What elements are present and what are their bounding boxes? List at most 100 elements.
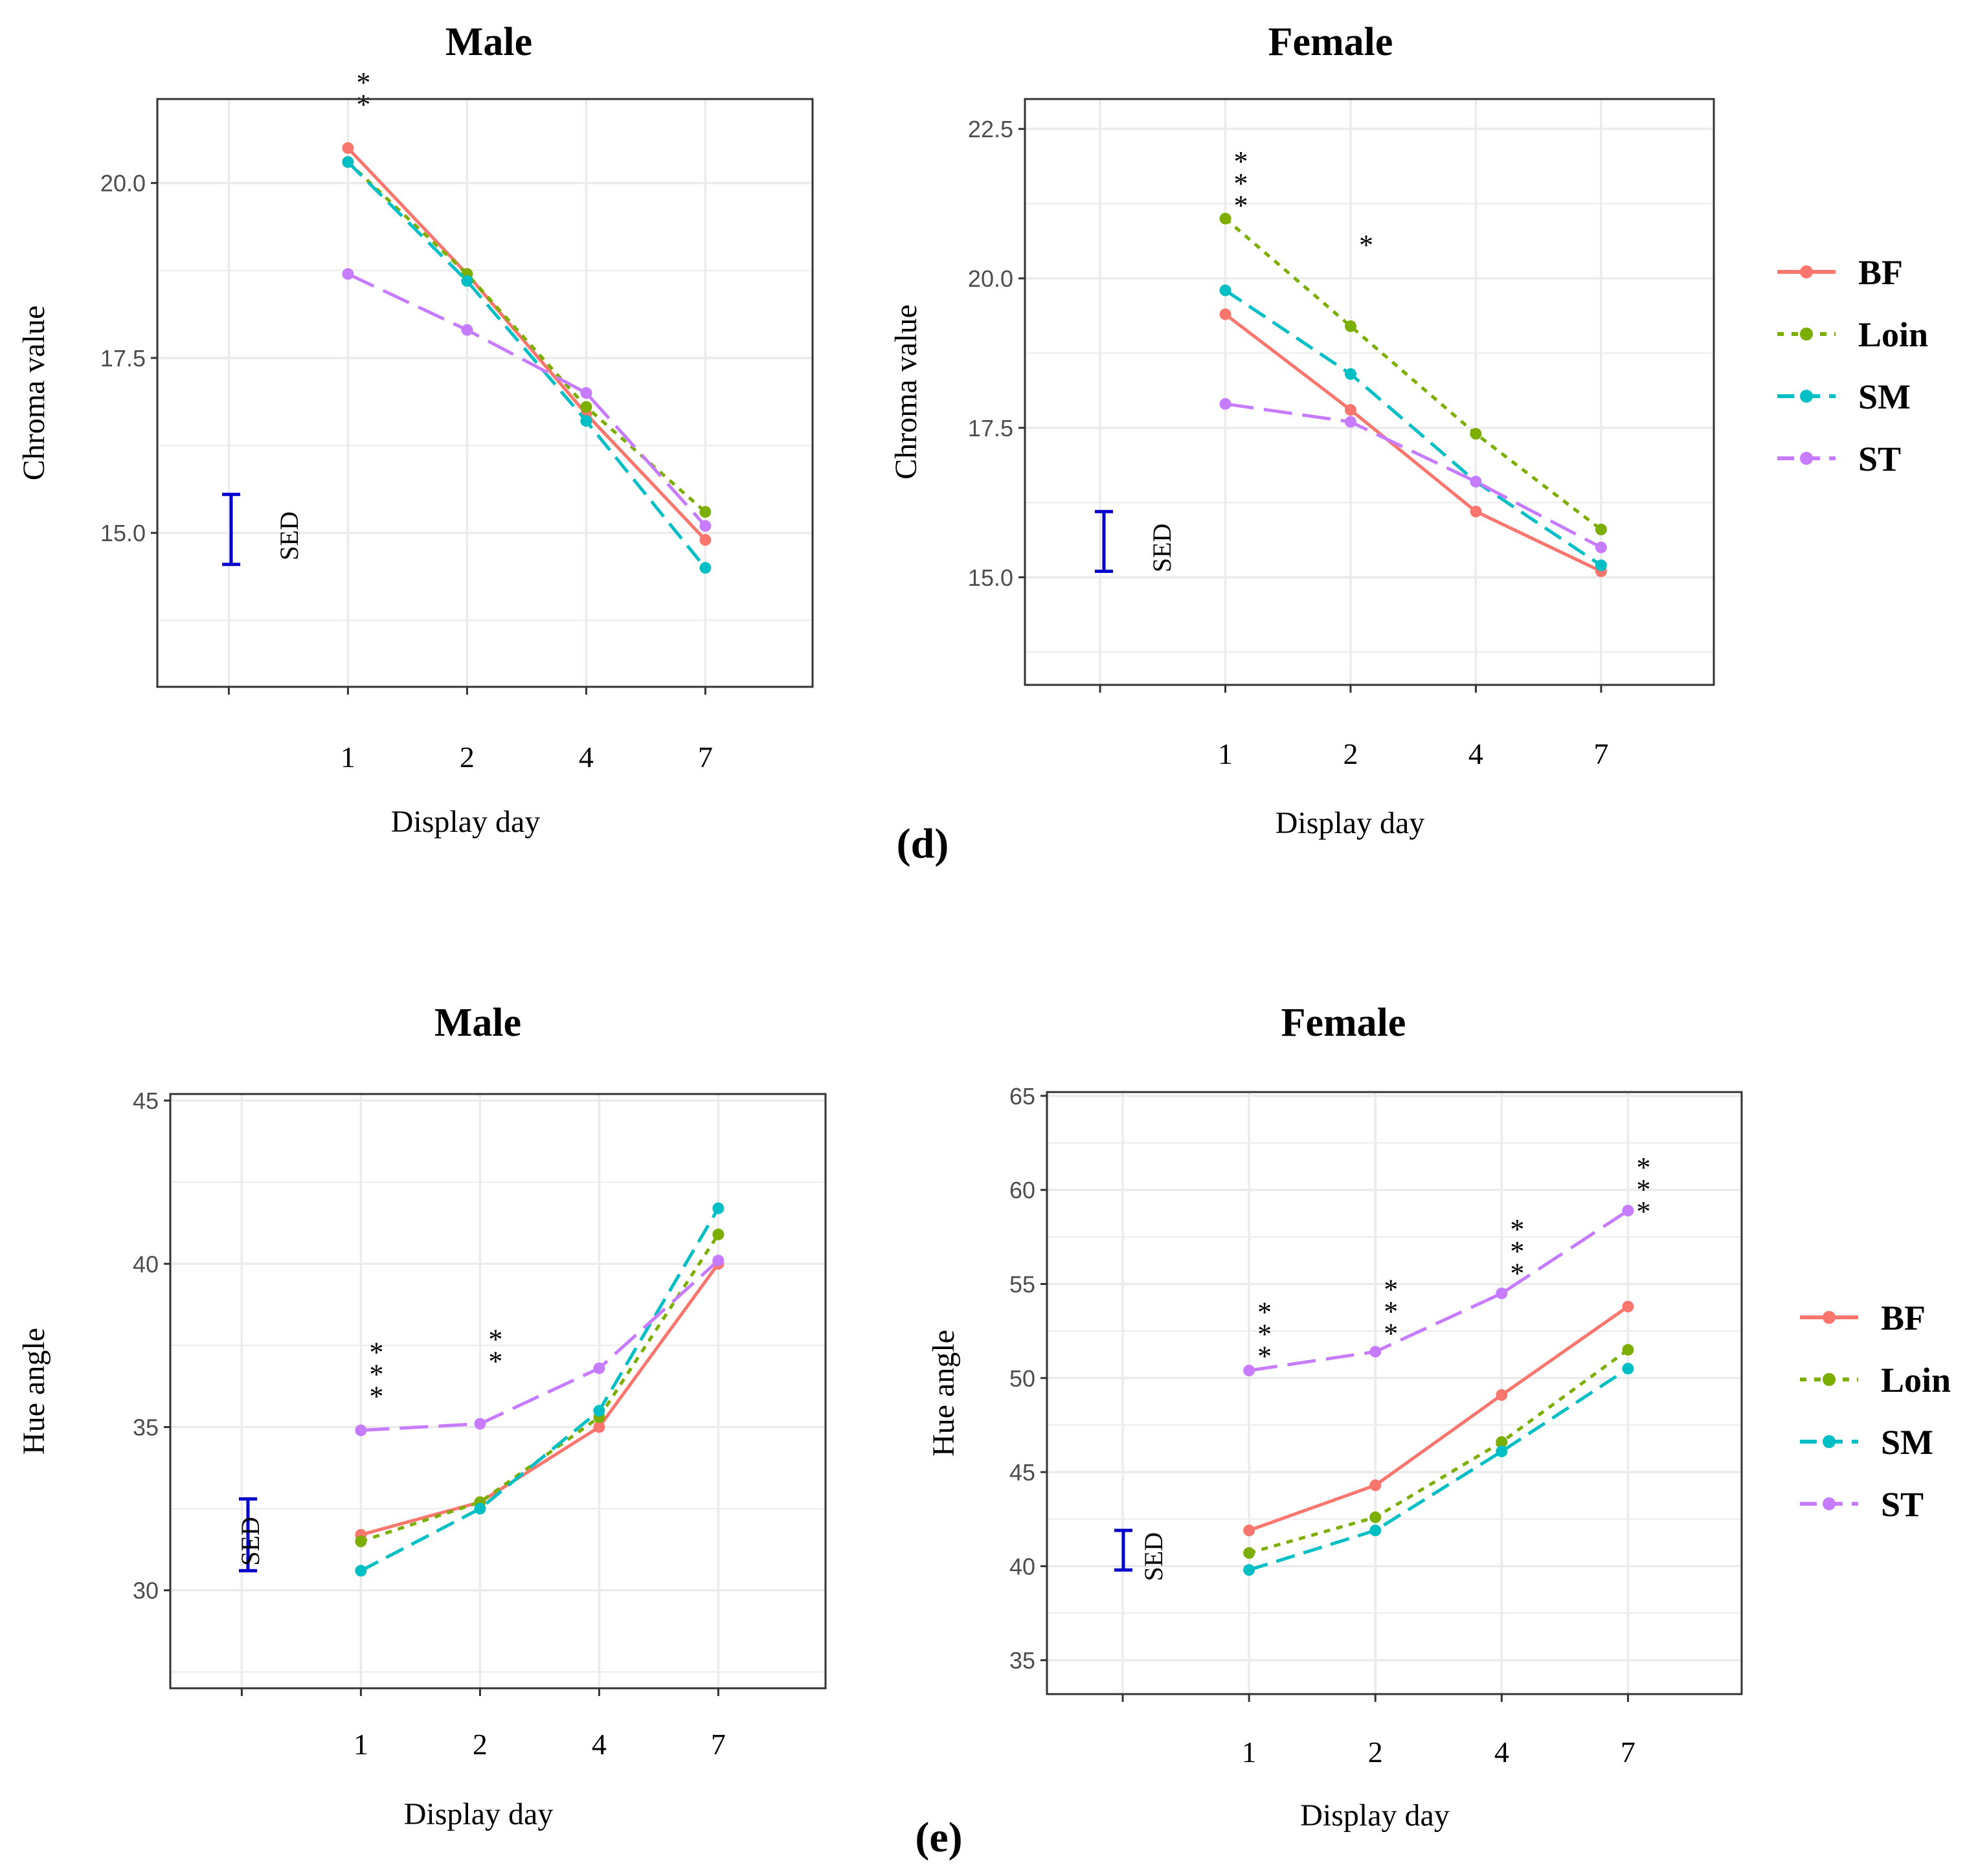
series-line-st (1225, 402, 1602, 549)
data-point-sm (699, 562, 712, 574)
series-line-loin (1224, 217, 1602, 531)
data-point-sm (593, 1405, 605, 1417)
figure-label-d: (d) (897, 820, 949, 867)
chart-panel-1: 15.0 17.5 20.0 1 2 4 7 SED * * Male Display day Chro… (17, 20, 814, 839)
panel-title: Female (1268, 20, 1393, 64)
figure-label-e: (e) (915, 1814, 962, 1861)
significance-marker: * * (488, 1323, 502, 1377)
x-tick-label: 4 (1468, 737, 1483, 770)
significance-star: * (356, 67, 370, 98)
series-line-sm (346, 161, 707, 569)
significance-marker: * * * (1257, 1297, 1272, 1372)
significance-star: * (1636, 1196, 1650, 1227)
data-point-st (699, 520, 712, 532)
panel-title: Male (445, 20, 532, 64)
x-tick-label: 2 (473, 1728, 488, 1761)
legend-1: BF Loin SM ST (1777, 253, 1928, 478)
x-axis-title: Display day (391, 805, 541, 839)
x-tick-label: 2 (1343, 737, 1358, 770)
plot-background (170, 1094, 826, 1688)
legend-label-sm: SM (1881, 1423, 1933, 1462)
x-tick-label: 7 (698, 741, 713, 774)
legend-label-loin: Loin (1881, 1361, 1951, 1400)
data-point-sm (474, 1502, 486, 1515)
data-point-loin (1470, 428, 1482, 440)
data-point-loin (1243, 1547, 1255, 1559)
plot-background (1047, 1092, 1742, 1694)
significance-star: * (1257, 1319, 1272, 1350)
data-point-st (474, 1418, 486, 1430)
significance-star: * (1234, 146, 1248, 177)
series-line-sm (360, 1207, 720, 1572)
sed-label: SED (1147, 524, 1176, 573)
legend-key-point (1800, 328, 1813, 341)
sed-label: SED (1139, 1532, 1168, 1581)
data-point-sm (712, 1202, 725, 1214)
legend-label-bf: BF (1858, 253, 1903, 292)
data-point-bf (1470, 506, 1482, 518)
data-point-st (593, 1362, 605, 1374)
legend-label-sm: SM (1858, 377, 1911, 416)
data-point-st (1496, 1287, 1508, 1299)
legend-key-point (1823, 1373, 1836, 1386)
data-point-st (1344, 416, 1356, 428)
significance-marker: * * * (1636, 1152, 1650, 1227)
significance-star: * (488, 1345, 502, 1377)
series-line-loin (346, 161, 707, 513)
y-tick-label: 55 (1009, 1271, 1035, 1297)
x-tick-label: 1 (354, 1728, 368, 1761)
x-tick-label: 1 (341, 741, 355, 774)
data-point-st (1369, 1346, 1382, 1358)
series-line-bf (360, 1262, 720, 1537)
data-point-st (1595, 541, 1607, 553)
data-point-sm (461, 275, 473, 287)
y-tick-label: 20.0 (100, 170, 146, 197)
data-point-loin (1219, 212, 1231, 225)
significance-star: * (1510, 1214, 1524, 1245)
y-tick-label: 60 (1009, 1177, 1035, 1203)
data-point-sm (1595, 559, 1607, 572)
data-point-st (1622, 1205, 1634, 1217)
significance-marker: * * * (1510, 1214, 1524, 1290)
panel-title: Female (1281, 1001, 1406, 1045)
data-point-sm (1369, 1524, 1382, 1537)
x-axis-title: Display day (1276, 806, 1425, 840)
x-tick-label: 7 (1621, 1736, 1635, 1769)
legend-key-point (1823, 1311, 1836, 1324)
data-point-loin (699, 506, 712, 518)
y-tick-label: 35 (133, 1414, 159, 1440)
x-tick-label: 4 (579, 741, 594, 774)
significance-star: * (1234, 190, 1248, 221)
data-point-sm (580, 415, 592, 427)
significance-marker: * * * (1234, 146, 1248, 221)
series-line-st (1248, 1209, 1629, 1372)
significance-star: * (488, 1323, 502, 1355)
x-tick-label: 4 (1494, 1736, 1509, 1769)
y-tick-label: 40 (133, 1251, 159, 1277)
legend-label-loin: Loin (1858, 315, 1928, 354)
legend-label-bf: BF (1881, 1299, 1926, 1337)
legend-2: BF Loin SM ST (1800, 1299, 1951, 1524)
significance-star: * (369, 1359, 383, 1390)
x-tick-label: 4 (592, 1728, 607, 1761)
significance-marker: * (1359, 229, 1373, 261)
data-point-st (1470, 476, 1482, 488)
data-point-st (1243, 1365, 1255, 1377)
data-point-loin (580, 401, 592, 413)
data-point-bf (699, 534, 712, 546)
significance-star: * (369, 1381, 383, 1413)
x-axis-title: Display day (404, 1797, 554, 1831)
data-point-loin (1369, 1511, 1382, 1523)
plot-frame (1024, 98, 1715, 686)
data-point-sm (1344, 368, 1356, 380)
legend-key-point (1800, 265, 1813, 278)
y-tick-label: 20.0 (968, 265, 1013, 292)
sed-label: SED (236, 1517, 265, 1566)
legend-key-point (1823, 1435, 1836, 1448)
legends: BF Loin SM ST BF Loin SM ST (1777, 253, 1951, 1524)
plot-background (157, 99, 813, 687)
y-axis-title: Hue angle (17, 1328, 51, 1455)
